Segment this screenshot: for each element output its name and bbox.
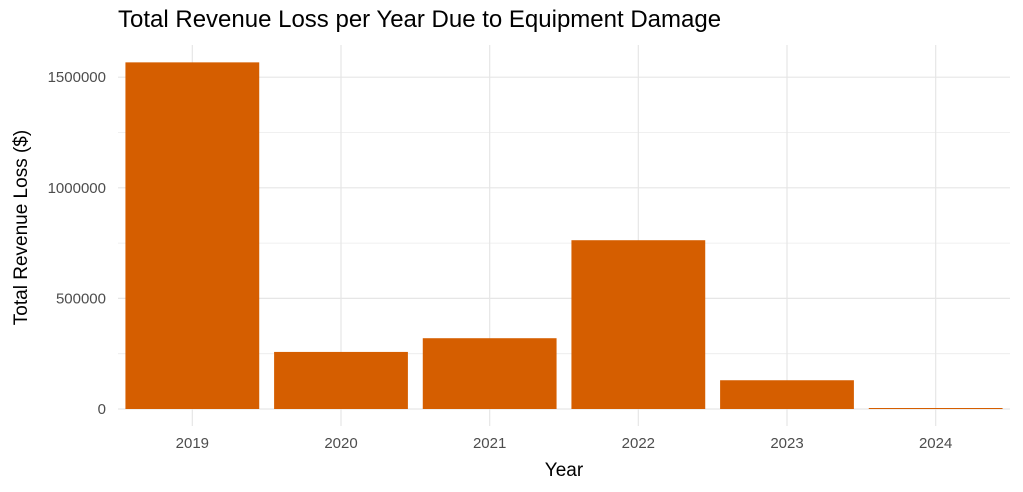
x-tick-label: 2022	[622, 435, 655, 452]
x-axis-title: Year	[545, 460, 584, 481]
y-tick-label: 1000000	[48, 180, 106, 197]
x-tick-label: 2020	[324, 435, 357, 452]
bar-2020	[274, 351, 408, 409]
bar-2019	[125, 62, 260, 410]
y-axis-title: Total Revenue Loss ($)	[11, 130, 32, 325]
x-tick-label: 2024	[919, 435, 952, 452]
y-axis-ticks: 0 500000 1000000 1500000	[48, 69, 106, 418]
y-tick-label: 500000	[56, 290, 106, 307]
bar-2023	[720, 380, 854, 409]
y-tick-label: 1500000	[48, 69, 106, 86]
chart-title: Total Revenue Loss per Year Due to Equip…	[118, 6, 722, 33]
x-tick-label: 2019	[176, 435, 209, 452]
bar-2024	[868, 408, 1003, 409]
x-tick-label: 2023	[770, 435, 803, 452]
bars	[125, 62, 1003, 410]
bar-2022	[571, 240, 706, 409]
x-tick-label: 2021	[473, 435, 506, 452]
bar-2021	[422, 338, 557, 409]
x-axis-ticks: 2019 2020 2021 2022 2023 2024	[176, 435, 953, 452]
y-tick-label: 0	[98, 401, 106, 418]
